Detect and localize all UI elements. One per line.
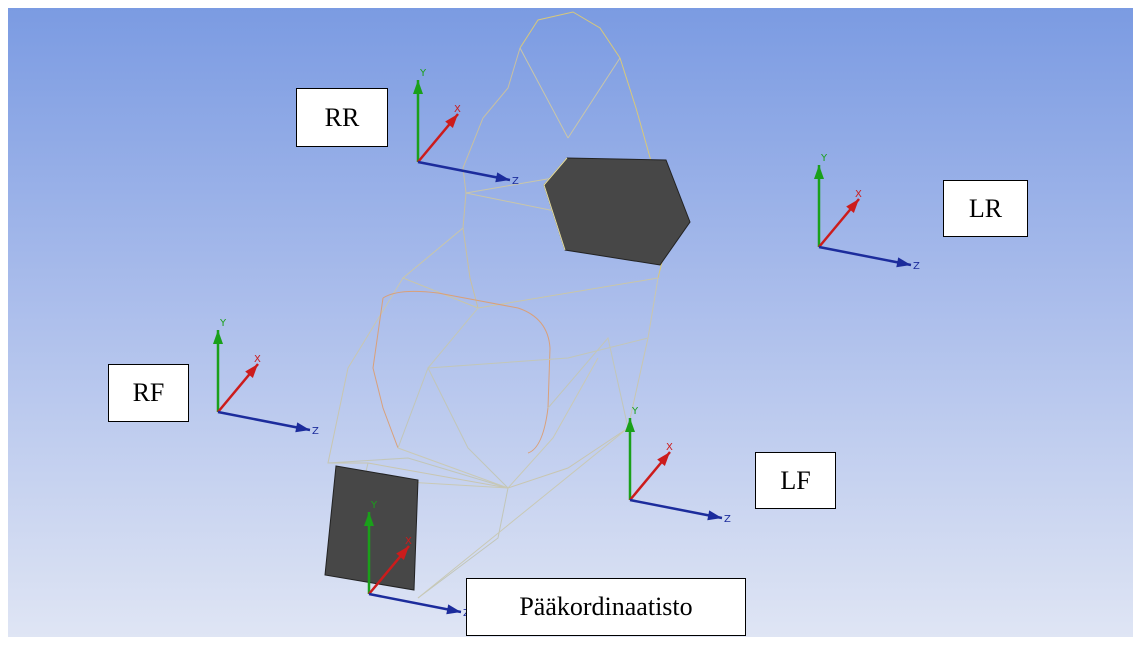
- z-axis: [630, 500, 722, 518]
- z-axis-label: Z: [913, 261, 920, 272]
- y-axis-label: Y: [419, 68, 427, 79]
- label-box: RF: [108, 364, 189, 422]
- label-box: RR: [296, 88, 388, 147]
- x-axis-label: X: [666, 442, 673, 453]
- z-axis: [369, 594, 461, 612]
- z-axis: [819, 247, 911, 265]
- x-axis-label: X: [454, 104, 461, 115]
- frame-edge: [373, 291, 550, 453]
- z-axis: [218, 412, 310, 430]
- block: [325, 466, 418, 590]
- x-axis-label: X: [855, 189, 862, 200]
- y-axis-head: [413, 80, 423, 94]
- x-axis-label: X: [405, 536, 412, 547]
- y-axis-label: Y: [820, 153, 828, 164]
- z-axis-label: Z: [312, 426, 319, 437]
- scene: YXZYXZYXZYXZYXZ: [8, 8, 1133, 637]
- y-axis-label: Y: [370, 500, 378, 511]
- y-axis-head: [213, 330, 223, 344]
- label-box: Pääkordinaatisto: [466, 578, 746, 636]
- z-axis-label: Z: [724, 514, 731, 525]
- y-axis-label: Y: [631, 406, 639, 417]
- block: [544, 158, 690, 265]
- label-box: LF: [755, 452, 836, 509]
- label-box: LR: [943, 180, 1028, 237]
- frame-edge: [328, 278, 658, 488]
- x-axis-label: X: [254, 354, 261, 365]
- z-axis-label: Z: [512, 176, 519, 187]
- y-axis-label: Y: [219, 318, 227, 329]
- y-axis-head: [814, 165, 824, 179]
